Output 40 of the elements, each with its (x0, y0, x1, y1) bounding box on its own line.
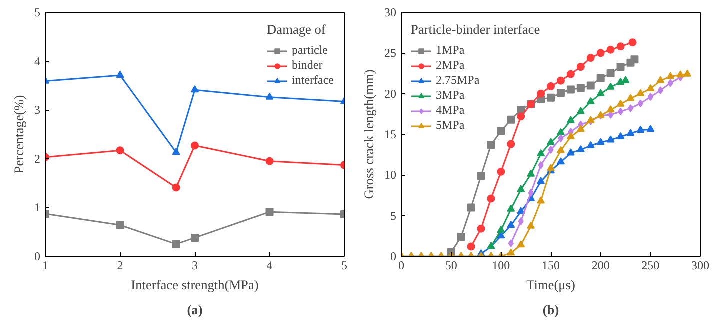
x-axis-title: Interface strength(MPa) (131, 278, 259, 292)
x-tick-label: 150 (542, 258, 560, 272)
legend-label: 2MPa (436, 58, 465, 73)
x-tick-label: 2 (117, 258, 124, 272)
x-axis-title: Time(μs) (526, 278, 576, 292)
legend-label: 1MPa (436, 43, 465, 58)
y-tick-label: 30 (384, 6, 396, 20)
y-axis-title: Percentage(%) (12, 95, 26, 174)
text: (a) (187, 302, 203, 318)
y-tick-label: 0 (390, 250, 396, 264)
y-tick-label: 0 (34, 250, 40, 264)
x-tick-label: 300 (692, 258, 710, 272)
x-tick-label: 100 (492, 258, 510, 272)
x-tick-label: 4 (266, 258, 273, 272)
x-tick-label: 3 (192, 258, 198, 272)
x-tick-label: 200 (592, 258, 610, 272)
y-tick-label: 5 (390, 208, 396, 223)
y-tick-label: 20 (384, 86, 396, 101)
x-tick-label: 5 (342, 258, 348, 272)
text: (b) (542, 302, 560, 318)
legend-label: 3MPa (436, 88, 465, 103)
x-tick-label: 250 (642, 258, 660, 272)
legend-title: Damage of (267, 22, 327, 38)
y-tick-label: 1 (34, 200, 40, 215)
y-tick-label: 5 (34, 6, 40, 20)
y-tick-label: 3 (34, 103, 40, 118)
x-tick-label: 50 (445, 258, 458, 272)
legend-label: 2.75MPa (436, 73, 480, 88)
y-axis-title: Gross crack length(mm) (362, 70, 376, 200)
y-tick-label: 25 (384, 46, 396, 60)
y-tick-label: 10 (384, 168, 396, 182)
legend-title: Particle-binder interface (411, 22, 540, 38)
legend-label: particle (292, 43, 328, 58)
legend-label: binder (292, 58, 323, 73)
y-tick-label: 2 (34, 152, 40, 166)
legend-label: 4MPa (436, 103, 465, 118)
legend-label: 5MPa (436, 118, 465, 133)
legend-label: interface (292, 73, 334, 88)
y-tick-label: 4 (34, 54, 40, 68)
y-tick-label: 15 (384, 128, 396, 142)
